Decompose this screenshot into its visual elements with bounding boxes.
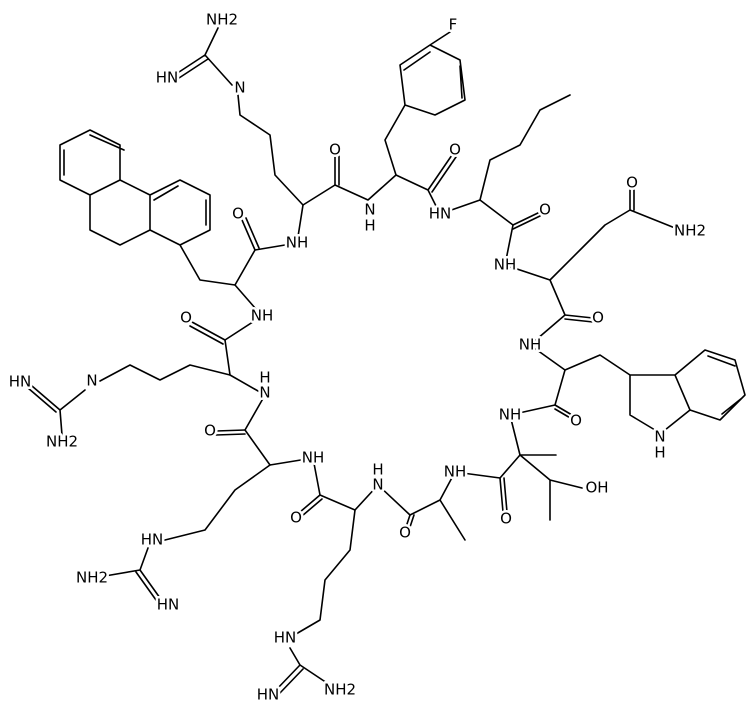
- atom-label: O: [539, 201, 551, 219]
- atom-label: N: [259, 384, 270, 402]
- atom-label: NH: [286, 234, 309, 252]
- atom-label: HN: [257, 686, 280, 704]
- atom-label: O: [290, 509, 302, 527]
- atom-label: O: [570, 412, 582, 430]
- atom-label: NH2: [324, 681, 356, 699]
- atom-label: O: [592, 309, 604, 327]
- atom-label: NH: [494, 256, 517, 274]
- side-chains: [27, 27, 746, 695]
- atom-label: NH2: [46, 433, 78, 451]
- atom-label: HN: [429, 205, 452, 223]
- atom-label: F: [449, 16, 458, 34]
- atom-label: NH: [302, 449, 325, 467]
- atom-label: H: [364, 217, 375, 235]
- atom-label: NH: [251, 307, 274, 325]
- atom-label: HN: [156, 69, 179, 87]
- atom-label: HN: [157, 596, 180, 614]
- atom-label: NH: [444, 463, 467, 481]
- atom-label: O: [626, 174, 638, 192]
- atom-label: NH2: [76, 569, 108, 587]
- atom-label: H: [372, 461, 383, 479]
- atom-label: O: [180, 309, 192, 327]
- backbone: [224, 174, 566, 516]
- carbonyls: [189, 154, 594, 528]
- atom-label: H: [654, 444, 665, 462]
- atom-label: N: [654, 428, 665, 446]
- atom-label: O: [232, 205, 244, 223]
- atom-label: N: [364, 201, 375, 219]
- atom-label: OH: [585, 479, 608, 497]
- atom-label: O: [449, 141, 461, 159]
- atom-label: HN: [274, 629, 297, 647]
- atom-label: O: [204, 422, 216, 440]
- atom-label: N: [86, 372, 97, 390]
- atom-label: O: [329, 141, 341, 159]
- atom-label: HN: [141, 531, 164, 549]
- atom-label: H: [259, 369, 270, 387]
- atom-label: N: [234, 79, 245, 97]
- atom-label: NH: [499, 406, 522, 424]
- atom-label: N: [372, 476, 383, 494]
- atom-label: HN: [9, 373, 32, 391]
- atom-label: NH: [519, 336, 542, 354]
- atom-label: NH2: [674, 222, 706, 240]
- atom-label: O: [500, 510, 512, 528]
- atom-label: NH2: [206, 11, 238, 29]
- bonds: [27, 27, 746, 695]
- atom-label: O: [399, 524, 411, 542]
